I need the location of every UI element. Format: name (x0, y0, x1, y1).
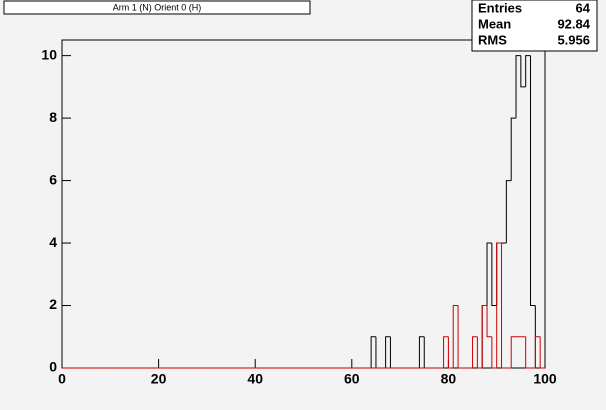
histogram-bin (530, 55, 536, 307)
stats-label: Mean (478, 16, 511, 31)
histogram-bin (510, 336, 517, 368)
histogram-bin (491, 336, 497, 369)
histogram-bin (375, 336, 381, 369)
histogram-bin (472, 336, 478, 368)
histogram-bin (389, 336, 396, 369)
histogram-bin (491, 243, 497, 307)
histogram-bin (481, 305, 488, 368)
x-tick-label: 100 (533, 371, 557, 387)
histogram-bin (534, 336, 541, 368)
y-tick-label: 4 (49, 234, 57, 250)
stats-box (471, 0, 598, 52)
histogram-bin (510, 117, 517, 181)
x-tick-label: 60 (344, 371, 360, 387)
chart-title: Arm 1 (N) Orient 0 (H) (113, 2, 202, 12)
histogram-bin (486, 242, 492, 306)
y-tick-label: 6 (49, 171, 57, 187)
y-tick-label: 0 (49, 359, 57, 375)
stats-value: 5.956 (557, 32, 590, 47)
histogram-bin (525, 55, 531, 87)
x-tick-label: 80 (441, 371, 457, 387)
stats-value: 92.84 (557, 16, 590, 31)
x-tick-label: 0 (58, 371, 66, 387)
title-box (3, 0, 311, 15)
stats-label: Entries (478, 0, 522, 15)
x-tick-label: 20 (151, 371, 167, 387)
histogram-bin (515, 55, 521, 119)
histogram-bin (539, 336, 545, 369)
histogram-bin (370, 336, 376, 368)
histogram-bin (496, 242, 502, 368)
histogram-bin (481, 305, 488, 368)
frame (61, 39, 546, 369)
histogram-bin (447, 336, 454, 369)
stats-label: RMS (478, 32, 507, 47)
histogram-bin (520, 55, 526, 88)
stats-value: 64 (576, 0, 591, 15)
histogram-bin (501, 243, 507, 369)
histogram-bin (443, 336, 449, 368)
histogram-bin (452, 305, 459, 368)
histogram-bin (385, 336, 391, 368)
histogram-bin (457, 305, 463, 369)
y-tick-label: 10 (41, 46, 57, 62)
histogram-bin (496, 242, 502, 306)
histogram-bin (423, 336, 430, 369)
y-tick-label: 2 (49, 296, 57, 312)
histogram-bin (418, 336, 425, 368)
histogram-bin (486, 305, 492, 338)
y-tick-label: 8 (49, 109, 57, 125)
x-tick-label: 40 (247, 371, 263, 387)
histogram-bin (505, 180, 512, 244)
histogram-bin (525, 336, 531, 369)
histogram-bin (476, 336, 483, 369)
